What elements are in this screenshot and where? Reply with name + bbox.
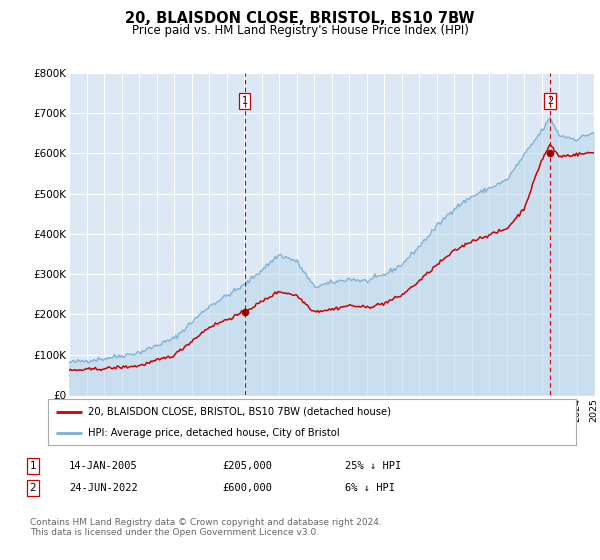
Text: 20, BLAISDON CLOSE, BRISTOL, BS10 7BW: 20, BLAISDON CLOSE, BRISTOL, BS10 7BW (125, 11, 475, 26)
Text: 14-JAN-2005: 14-JAN-2005 (69, 461, 138, 471)
Text: 20, BLAISDON CLOSE, BRISTOL, BS10 7BW (detached house): 20, BLAISDON CLOSE, BRISTOL, BS10 7BW (d… (88, 407, 391, 417)
Text: £205,000: £205,000 (222, 461, 272, 471)
Text: 2: 2 (29, 483, 37, 493)
Text: £600,000: £600,000 (222, 483, 272, 493)
Text: Price paid vs. HM Land Registry's House Price Index (HPI): Price paid vs. HM Land Registry's House … (131, 24, 469, 36)
Text: HPI: Average price, detached house, City of Bristol: HPI: Average price, detached house, City… (88, 428, 339, 438)
Text: 2: 2 (547, 96, 553, 106)
Text: Contains HM Land Registry data © Crown copyright and database right 2024.
This d: Contains HM Land Registry data © Crown c… (30, 518, 382, 538)
Text: 6% ↓ HPI: 6% ↓ HPI (345, 483, 395, 493)
Text: 25% ↓ HPI: 25% ↓ HPI (345, 461, 401, 471)
Text: 1: 1 (242, 96, 248, 106)
Text: 24-JUN-2022: 24-JUN-2022 (69, 483, 138, 493)
Text: 1: 1 (29, 461, 37, 471)
